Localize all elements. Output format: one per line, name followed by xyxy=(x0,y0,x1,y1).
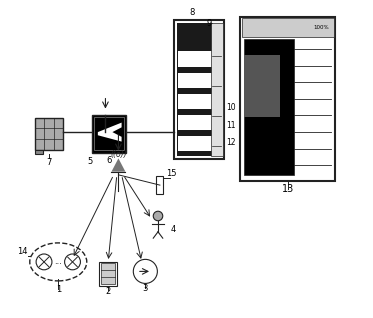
Text: 13: 13 xyxy=(282,184,294,194)
Text: 5: 5 xyxy=(87,157,93,166)
Circle shape xyxy=(153,211,163,221)
Circle shape xyxy=(133,259,157,283)
Text: 3: 3 xyxy=(142,284,148,293)
Bar xyxy=(242,18,334,37)
Bar xyxy=(156,176,163,194)
Bar xyxy=(211,23,223,156)
Text: 8: 8 xyxy=(189,8,194,17)
Bar xyxy=(100,262,117,286)
Bar xyxy=(91,115,126,153)
Bar xyxy=(178,94,212,109)
Bar xyxy=(244,39,294,175)
Bar xyxy=(94,117,124,150)
Text: 2: 2 xyxy=(106,287,111,295)
Bar xyxy=(178,73,212,88)
Bar xyxy=(178,136,212,151)
Text: 12: 12 xyxy=(226,138,236,147)
Text: 6: 6 xyxy=(106,156,112,165)
Bar xyxy=(101,264,115,284)
Text: ...: ... xyxy=(54,257,62,266)
Text: 15: 15 xyxy=(167,169,177,178)
Text: 1: 1 xyxy=(56,285,61,294)
Polygon shape xyxy=(98,123,122,142)
Text: 100%: 100% xyxy=(313,25,329,30)
Bar xyxy=(244,55,280,117)
Text: 7: 7 xyxy=(46,158,51,167)
Bar xyxy=(174,20,225,159)
Bar xyxy=(178,115,212,130)
Bar xyxy=(35,118,63,149)
Text: 4: 4 xyxy=(171,225,176,234)
Circle shape xyxy=(36,254,52,270)
Text: ((o)): ((o)) xyxy=(110,150,127,159)
Bar xyxy=(178,52,212,67)
Bar xyxy=(177,23,213,156)
Bar xyxy=(35,149,43,154)
Polygon shape xyxy=(112,158,125,172)
Bar xyxy=(240,17,335,181)
Text: 9: 9 xyxy=(207,19,212,28)
Circle shape xyxy=(65,254,81,270)
Text: 11: 11 xyxy=(226,121,236,130)
Text: 14: 14 xyxy=(17,247,27,256)
Text: 10: 10 xyxy=(226,103,236,112)
